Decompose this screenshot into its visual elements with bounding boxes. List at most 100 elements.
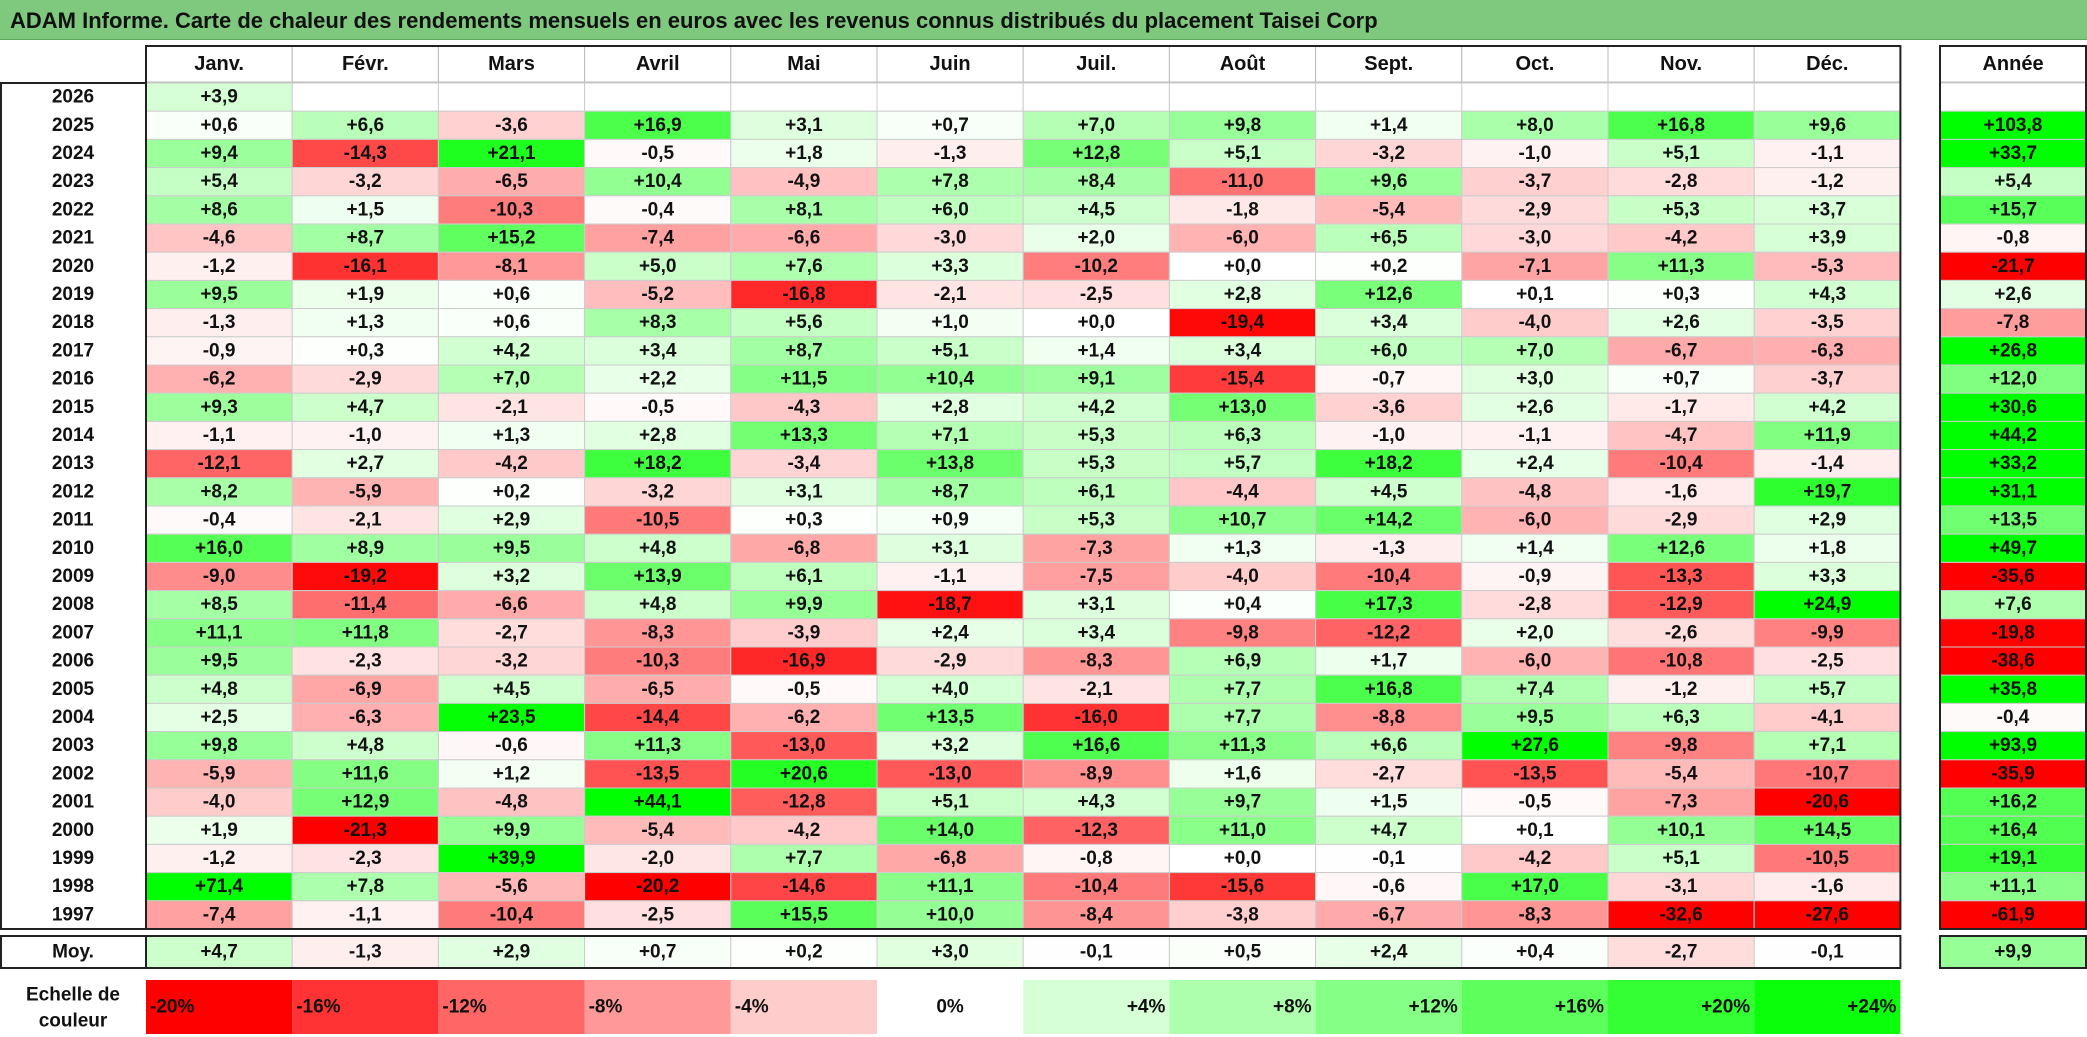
- year-cell: [0, 308, 146, 337]
- heatmap-cell: [1461, 195, 1609, 225]
- heatmap-cell: [1607, 900, 1755, 930]
- heatmap-cell: [437, 110, 586, 140]
- heatmap-cell: [1168, 364, 1317, 394]
- month-header-cell: [1022, 45, 1170, 83]
- month-header-cell: [876, 45, 1024, 83]
- annual-cell: [1939, 731, 2087, 761]
- heatmap-cell-value: -2,9: [1519, 199, 1552, 220]
- heatmap-cell-value: -2,1: [495, 397, 528, 418]
- heatmap-cell: [1461, 336, 1609, 366]
- heatmap-cell-value: -8,8: [1372, 707, 1405, 728]
- heatmap-cell: [730, 110, 878, 140]
- heatmap-cell-value: +14,5: [1803, 820, 1852, 841]
- heatmap-cell: [1022, 477, 1170, 507]
- heatmap-cell: [584, 590, 732, 620]
- heatmap-cell: [730, 477, 878, 507]
- heatmap-cell: [1607, 392, 1755, 422]
- annual-cell: [1939, 336, 2087, 366]
- heatmap-cell: [876, 731, 1024, 761]
- year-label: 2024: [52, 143, 95, 164]
- year-cell: [0, 731, 146, 760]
- heatmap-cell: [584, 872, 732, 902]
- heatmap-cell-value: +8,7: [347, 228, 385, 249]
- heatmap-cell-value: -1,4: [1811, 453, 1844, 474]
- heatmap-cell: [291, 618, 439, 648]
- heatmap-cell-value: -16,1: [344, 256, 388, 277]
- year-label: 2022: [52, 199, 94, 220]
- heatmap-cell-value: -4,1: [1811, 707, 1844, 728]
- heatmap-cell-value: -8,3: [1519, 904, 1552, 925]
- scale-swatch-label: +4%: [1127, 997, 1166, 1018]
- heatmap-cell-value: +4,2: [493, 340, 531, 361]
- year-label: 2012: [52, 481, 94, 502]
- heatmap-cell-value: -5,6: [495, 876, 528, 897]
- heatmap-cell-value: +2,6: [1662, 312, 1700, 333]
- heatmap-cell-value: +6,0: [931, 199, 969, 220]
- heatmap-cell-value: -0,6: [1372, 876, 1405, 897]
- year-cell: [0, 252, 146, 281]
- heatmap-cell: [1753, 702, 1901, 733]
- heatmap-cell-value: +1,3: [493, 425, 531, 446]
- heatmap-cell-value: +39,9: [487, 848, 535, 869]
- heatmap-cell: [437, 618, 586, 648]
- heatmap-cell: [145, 731, 293, 761]
- heatmap-cell: [876, 590, 1024, 620]
- year-label: 2015: [52, 397, 95, 418]
- heatmap-cell: [1022, 646, 1170, 676]
- heatmap-cell: [584, 195, 732, 225]
- year-label: 1998: [52, 876, 94, 897]
- month-header-label: Avril: [636, 53, 680, 75]
- heatmap-cell-value: +2,4: [931, 622, 969, 643]
- heatmap-cell: [730, 82, 878, 112]
- heatmap-cell-value: -5,9: [203, 763, 236, 784]
- year-label: 2016: [52, 369, 94, 390]
- heatmap-cell-value: +2,9: [1809, 510, 1847, 531]
- heatmap-cell-value: -4,3: [788, 397, 821, 418]
- heatmap-cell-value: +6,3: [1662, 707, 1700, 728]
- heatmap-cell-value: -4,2: [788, 820, 821, 841]
- heatmap-cell-value: +4,7: [1370, 820, 1408, 841]
- heatmap-cell-value: +5,1: [1224, 143, 1262, 164]
- heatmap-cell: [1461, 308, 1609, 338]
- scale-swatch-label: +24%: [1847, 997, 1896, 1018]
- annual-cell: [1939, 561, 2087, 592]
- heatmap-cell-value: +9,4: [200, 143, 238, 164]
- heatmap-cell: [1022, 872, 1170, 902]
- annual-cell-value: -21,7: [1991, 256, 2034, 277]
- heatmap-cell-value: -10,2: [1075, 256, 1118, 277]
- heatmap-cell-value: -7,3: [1665, 792, 1698, 813]
- heatmap-cell-value: +5,7: [1809, 679, 1847, 700]
- heatmap-cell-value: -3,1: [1665, 876, 1698, 897]
- heatmap-cell-value: -1,6: [1665, 481, 1698, 502]
- scale-label: couleur: [39, 1011, 108, 1032]
- heatmap-cell-value: +7,8: [931, 171, 969, 192]
- heatmap-cell-value: +5,7: [1224, 453, 1262, 474]
- heatmap-cell: [145, 759, 293, 789]
- heatmap-cell: [1753, 759, 1901, 789]
- heatmap-cell-value: +3,3: [931, 256, 969, 277]
- heatmap-cell: [1315, 420, 1463, 451]
- month-header-label: Nov.: [1660, 53, 1702, 75]
- heatmap-cell: [291, 195, 439, 225]
- heatmap-cell-value: +0,4: [1224, 594, 1262, 615]
- heatmap-cell: [1315, 308, 1463, 338]
- heatmap-cell-value: +1,8: [1809, 538, 1847, 559]
- heatmap-cell-value: +14,2: [1365, 510, 1413, 531]
- heatmap-cell: [584, 815, 732, 845]
- year-cell: [0, 421, 146, 450]
- year-cell: [0, 788, 146, 817]
- heatmap-cell-value: +27,6: [1511, 735, 1559, 756]
- heatmap-cell-value: -5,4: [641, 820, 674, 841]
- heatmap-cell-value: +8,2: [200, 481, 238, 502]
- year-label: 2001: [52, 792, 95, 813]
- heatmap-cell: [1315, 533, 1463, 563]
- heatmap-cell-value: +4,3: [1809, 284, 1847, 305]
- heatmap-cell-value: +6,3: [1224, 425, 1262, 446]
- average-cell-value: +0,5: [1224, 942, 1262, 963]
- heatmap-cell: [1753, 505, 1901, 535]
- heatmap-cell-value: -2,9: [349, 369, 382, 390]
- year-cell: [0, 365, 146, 394]
- heatmap-cell: [291, 731, 439, 761]
- heatmap-cell-value: -12,2: [1367, 622, 1410, 643]
- heatmap-cell: [1607, 308, 1755, 338]
